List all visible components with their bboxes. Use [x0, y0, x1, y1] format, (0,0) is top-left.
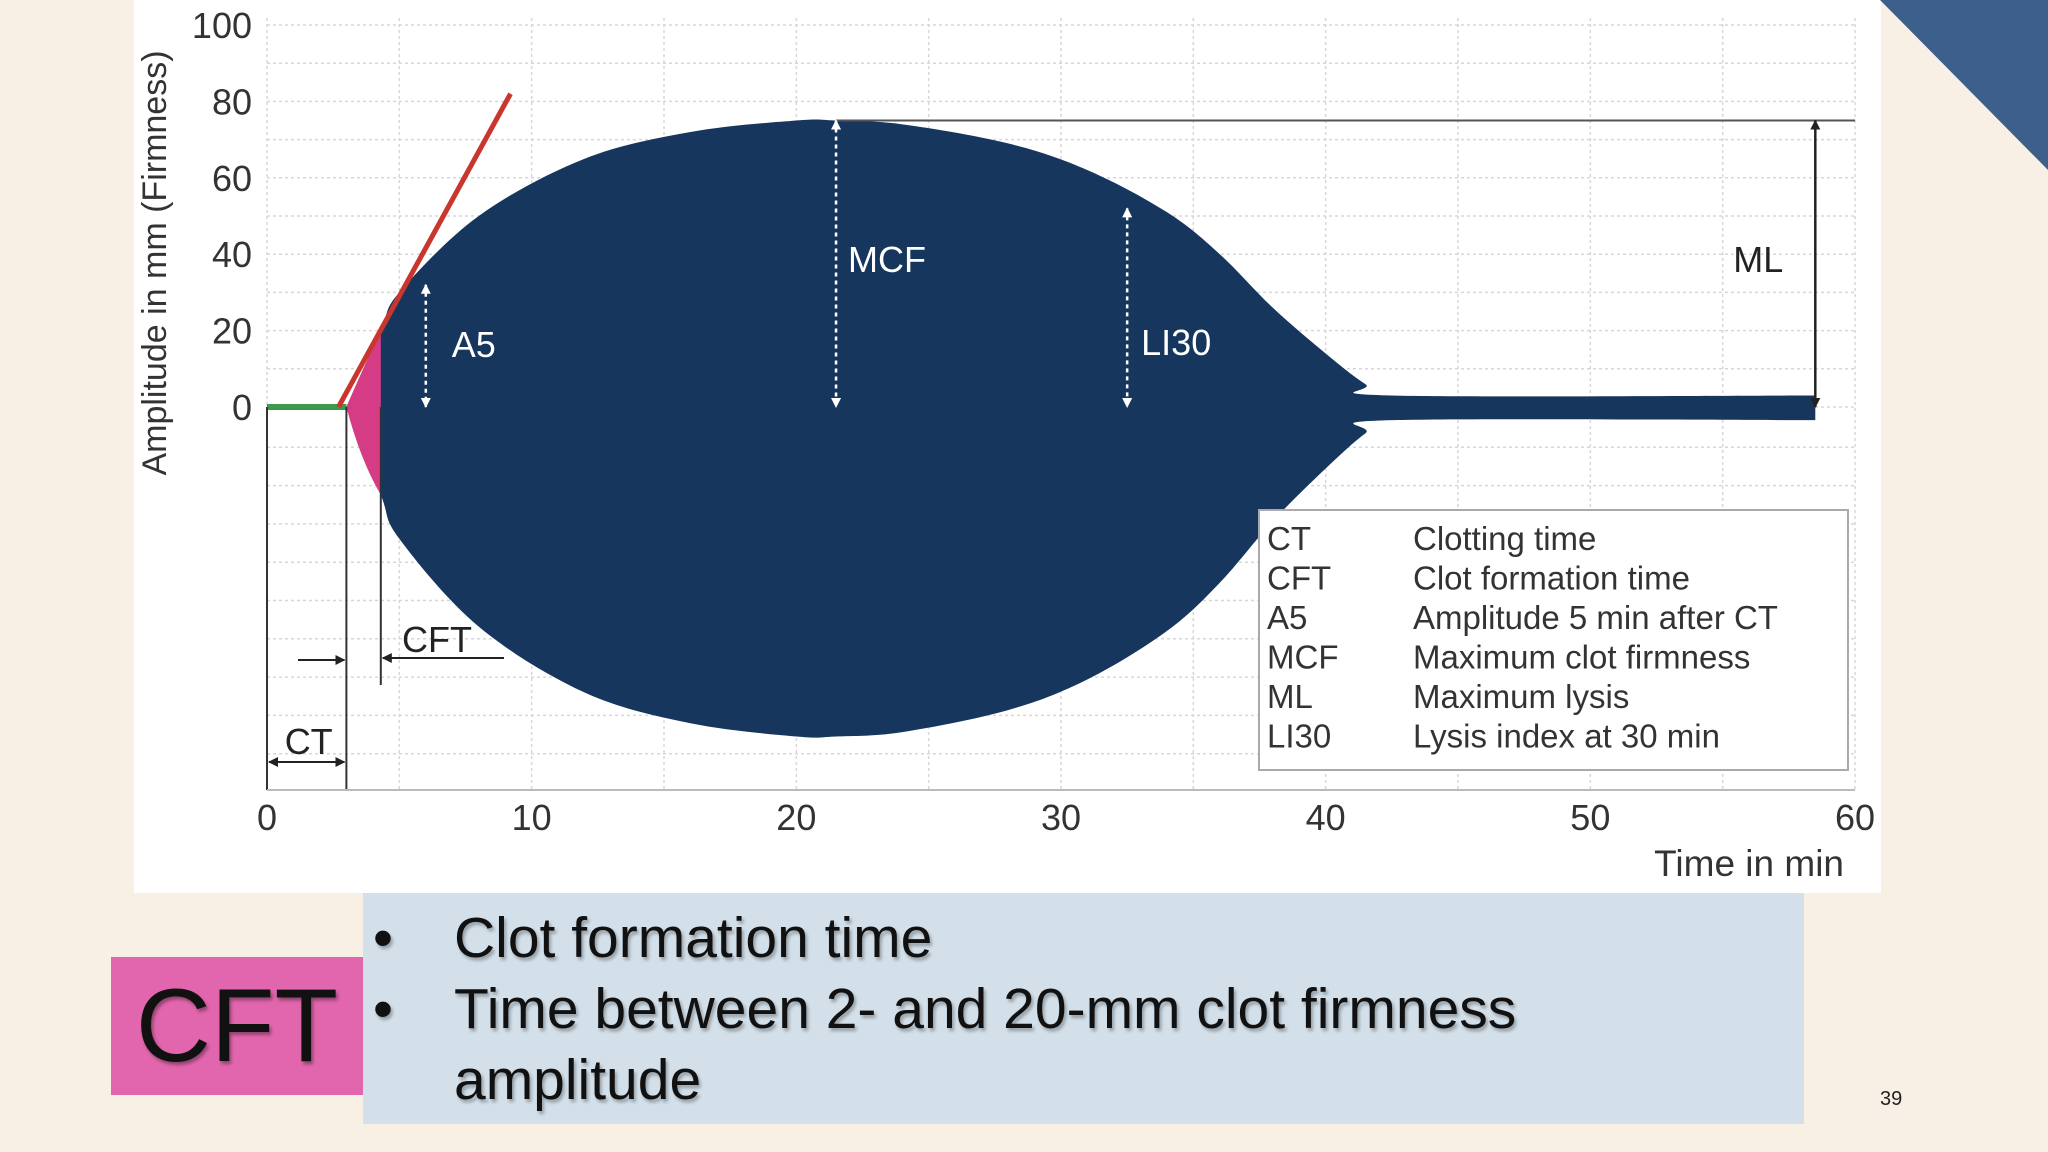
- rotem-chart: 0 10 20 30 40 50 60 100 80 60 40 20 0 Time in min Ampl…: [134, 0, 1881, 893]
- legend-desc: Maximum lysis: [1413, 678, 1629, 715]
- y-axis-label: Amplitude in mm (Firmness): [136, 50, 174, 475]
- term-tag: CFT: [111, 957, 363, 1095]
- y-tick-label: 100: [192, 5, 252, 46]
- bullet-icon: •: [373, 977, 393, 1041]
- term-label: CFT: [135, 967, 339, 1084]
- legend-abbr: LI30: [1267, 718, 1331, 755]
- legend-desc: Lysis index at 30 min: [1413, 718, 1720, 755]
- y-tick-label: 40: [212, 234, 252, 275]
- ml-label: ML: [1733, 239, 1783, 280]
- legend-desc: Clot formation time: [1413, 560, 1690, 597]
- y-tick-label: 0: [232, 387, 252, 428]
- legend-box: [1258, 509, 1849, 771]
- mcf-label: MCF: [848, 239, 926, 280]
- tangent-line: [336, 92, 513, 409]
- legend-desc: Maximum clot firmness: [1413, 639, 1750, 676]
- page-number: 39: [1880, 1088, 1903, 1110]
- y-tick-label: 60: [212, 158, 252, 199]
- clot-trace: [346, 119, 1816, 738]
- x-tick-label: 40: [1306, 797, 1346, 838]
- cft-label: CFT: [402, 619, 472, 660]
- legend-abbr: CT: [1267, 520, 1311, 557]
- cft-region: [346, 330, 381, 495]
- li30-label: LI30: [1141, 322, 1211, 363]
- bullet-icon: •: [373, 906, 393, 970]
- ct-label: CT: [285, 721, 333, 762]
- definition-bullet: • Clot formation time: [363, 903, 1774, 974]
- x-tick-label: 30: [1041, 797, 1081, 838]
- definition-bullet: • Time between 2- and 20-mm clot firmnes…: [363, 974, 1774, 1116]
- x-tick-label: 0: [257, 797, 277, 838]
- x-tick-label: 60: [1835, 797, 1875, 838]
- y-tick-label: 20: [212, 311, 252, 352]
- x-axis-label: Time in min: [1654, 843, 1844, 884]
- legend-abbr: CFT: [1267, 560, 1331, 597]
- bullet-text: Time between 2- and 20-mm clot firmness …: [454, 977, 1517, 1112]
- bullet-text: Clot formation time: [454, 906, 933, 970]
- x-tick-label: 20: [776, 797, 816, 838]
- legend-desc: Clotting time: [1413, 520, 1596, 557]
- x-tick-label: 50: [1570, 797, 1610, 838]
- legend-abbr: A5: [1267, 599, 1307, 636]
- x-tick-label: 10: [512, 797, 552, 838]
- corner-decoration: [1880, 0, 2048, 170]
- chart-svg: 0 10 20 30 40 50 60 100 80 60 40 20 0 Time in min Ampl…: [136, 5, 1875, 884]
- definition-box: • Clot formation time • Time between 2- …: [363, 893, 1804, 1124]
- y-tick-label: 80: [212, 81, 252, 122]
- legend-desc: Amplitude 5 min after CT: [1413, 599, 1778, 636]
- legend-abbr: ML: [1267, 678, 1313, 715]
- legend-abbr: MCF: [1267, 639, 1338, 676]
- a5-label: A5: [452, 324, 496, 365]
